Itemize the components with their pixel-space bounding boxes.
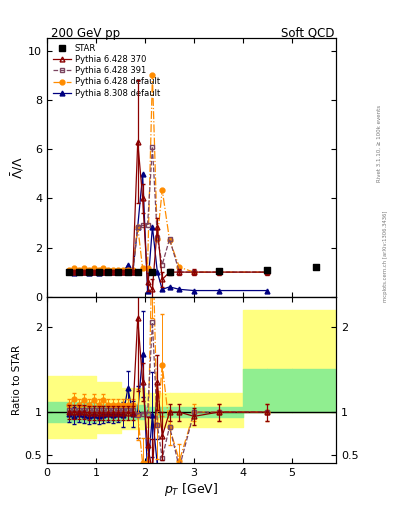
Legend: STAR, Pythia 6.428 370, Pythia 6.428 391, Pythia 6.428 default, Pythia 8.308 def: STAR, Pythia 6.428 370, Pythia 6.428 391… bbox=[51, 42, 162, 99]
Point bbox=[66, 268, 72, 276]
Text: mcplots.cern.ch [arXiv:1306.3436]: mcplots.cern.ch [arXiv:1306.3436] bbox=[383, 210, 387, 302]
Point bbox=[76, 268, 82, 276]
Point bbox=[125, 268, 131, 276]
Point bbox=[264, 266, 271, 274]
Point bbox=[95, 268, 102, 276]
Point bbox=[115, 268, 121, 276]
Y-axis label: $\bar{\Lambda}/\Lambda$: $\bar{\Lambda}/\Lambda$ bbox=[9, 156, 26, 179]
Text: Rivet 3.1.10, ≥ 100k events: Rivet 3.1.10, ≥ 100k events bbox=[377, 105, 382, 182]
Point bbox=[86, 268, 92, 276]
Point bbox=[105, 268, 112, 276]
Y-axis label: Ratio to STAR: Ratio to STAR bbox=[12, 345, 22, 415]
Point bbox=[215, 267, 222, 275]
Point bbox=[166, 268, 173, 276]
Text: Soft QCD: Soft QCD bbox=[281, 27, 334, 39]
Point bbox=[313, 263, 320, 271]
Point bbox=[149, 268, 156, 276]
Text: 200 GeV pp: 200 GeV pp bbox=[51, 27, 120, 39]
X-axis label: $p_T$ [GeV]: $p_T$ [GeV] bbox=[164, 481, 219, 498]
Point bbox=[134, 268, 141, 276]
